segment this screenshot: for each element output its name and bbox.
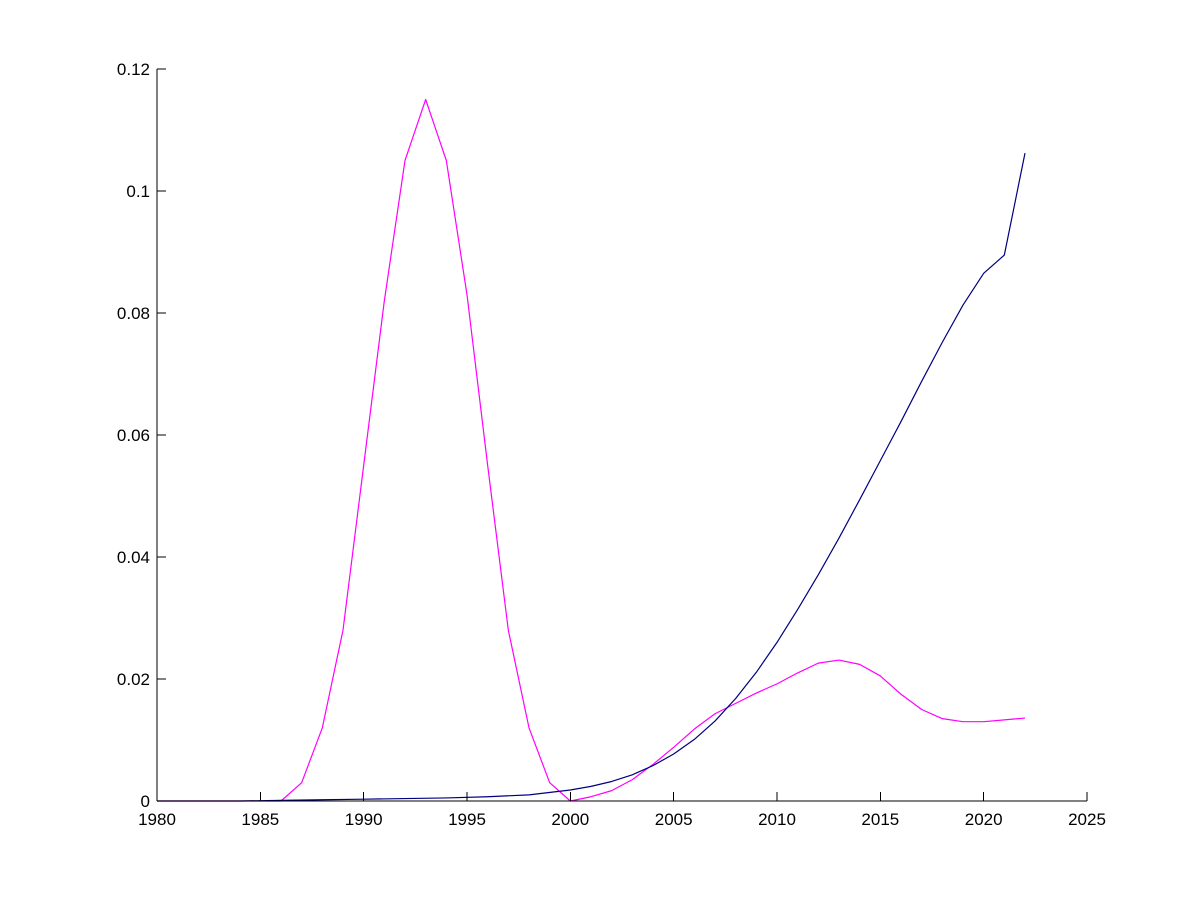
y-tick-label: 0 bbox=[141, 792, 150, 811]
x-axis-ticks: 1980 1985 1990 1995 2000 2005 2010 2015 2020 2025 bbox=[138, 792, 1106, 829]
axes bbox=[156, 69, 1087, 802]
y-tick-label: 0.04 bbox=[117, 548, 150, 567]
x-tick-label: 1985 bbox=[241, 810, 279, 829]
y-tick-label: 0.1 bbox=[126, 182, 150, 201]
x-tick-label: 1990 bbox=[345, 810, 383, 829]
y-tick-label: 0.06 bbox=[117, 426, 150, 445]
y-axis-ticks: 0 0.02 0.04 0.06 0.08 0.1 0.12 bbox=[117, 60, 166, 811]
y-tick-label: 0.02 bbox=[117, 670, 150, 689]
x-tick-label: 2000 bbox=[551, 810, 589, 829]
x-tick-label: 2010 bbox=[758, 810, 796, 829]
series-line-2 bbox=[157, 153, 1026, 802]
series-line-1 bbox=[157, 98, 1026, 802]
y-tick-label: 0.12 bbox=[117, 60, 150, 79]
x-tick-label: 2025 bbox=[1068, 810, 1106, 829]
x-tick-label: 2015 bbox=[861, 810, 899, 829]
x-tick-label: 2020 bbox=[965, 810, 1003, 829]
y-tick-label: 0.08 bbox=[117, 304, 150, 323]
x-tick-label: 1995 bbox=[448, 810, 486, 829]
series-lines bbox=[157, 98, 1026, 802]
x-tick-label: 2005 bbox=[655, 810, 693, 829]
x-tick-label: 1980 bbox=[138, 810, 176, 829]
